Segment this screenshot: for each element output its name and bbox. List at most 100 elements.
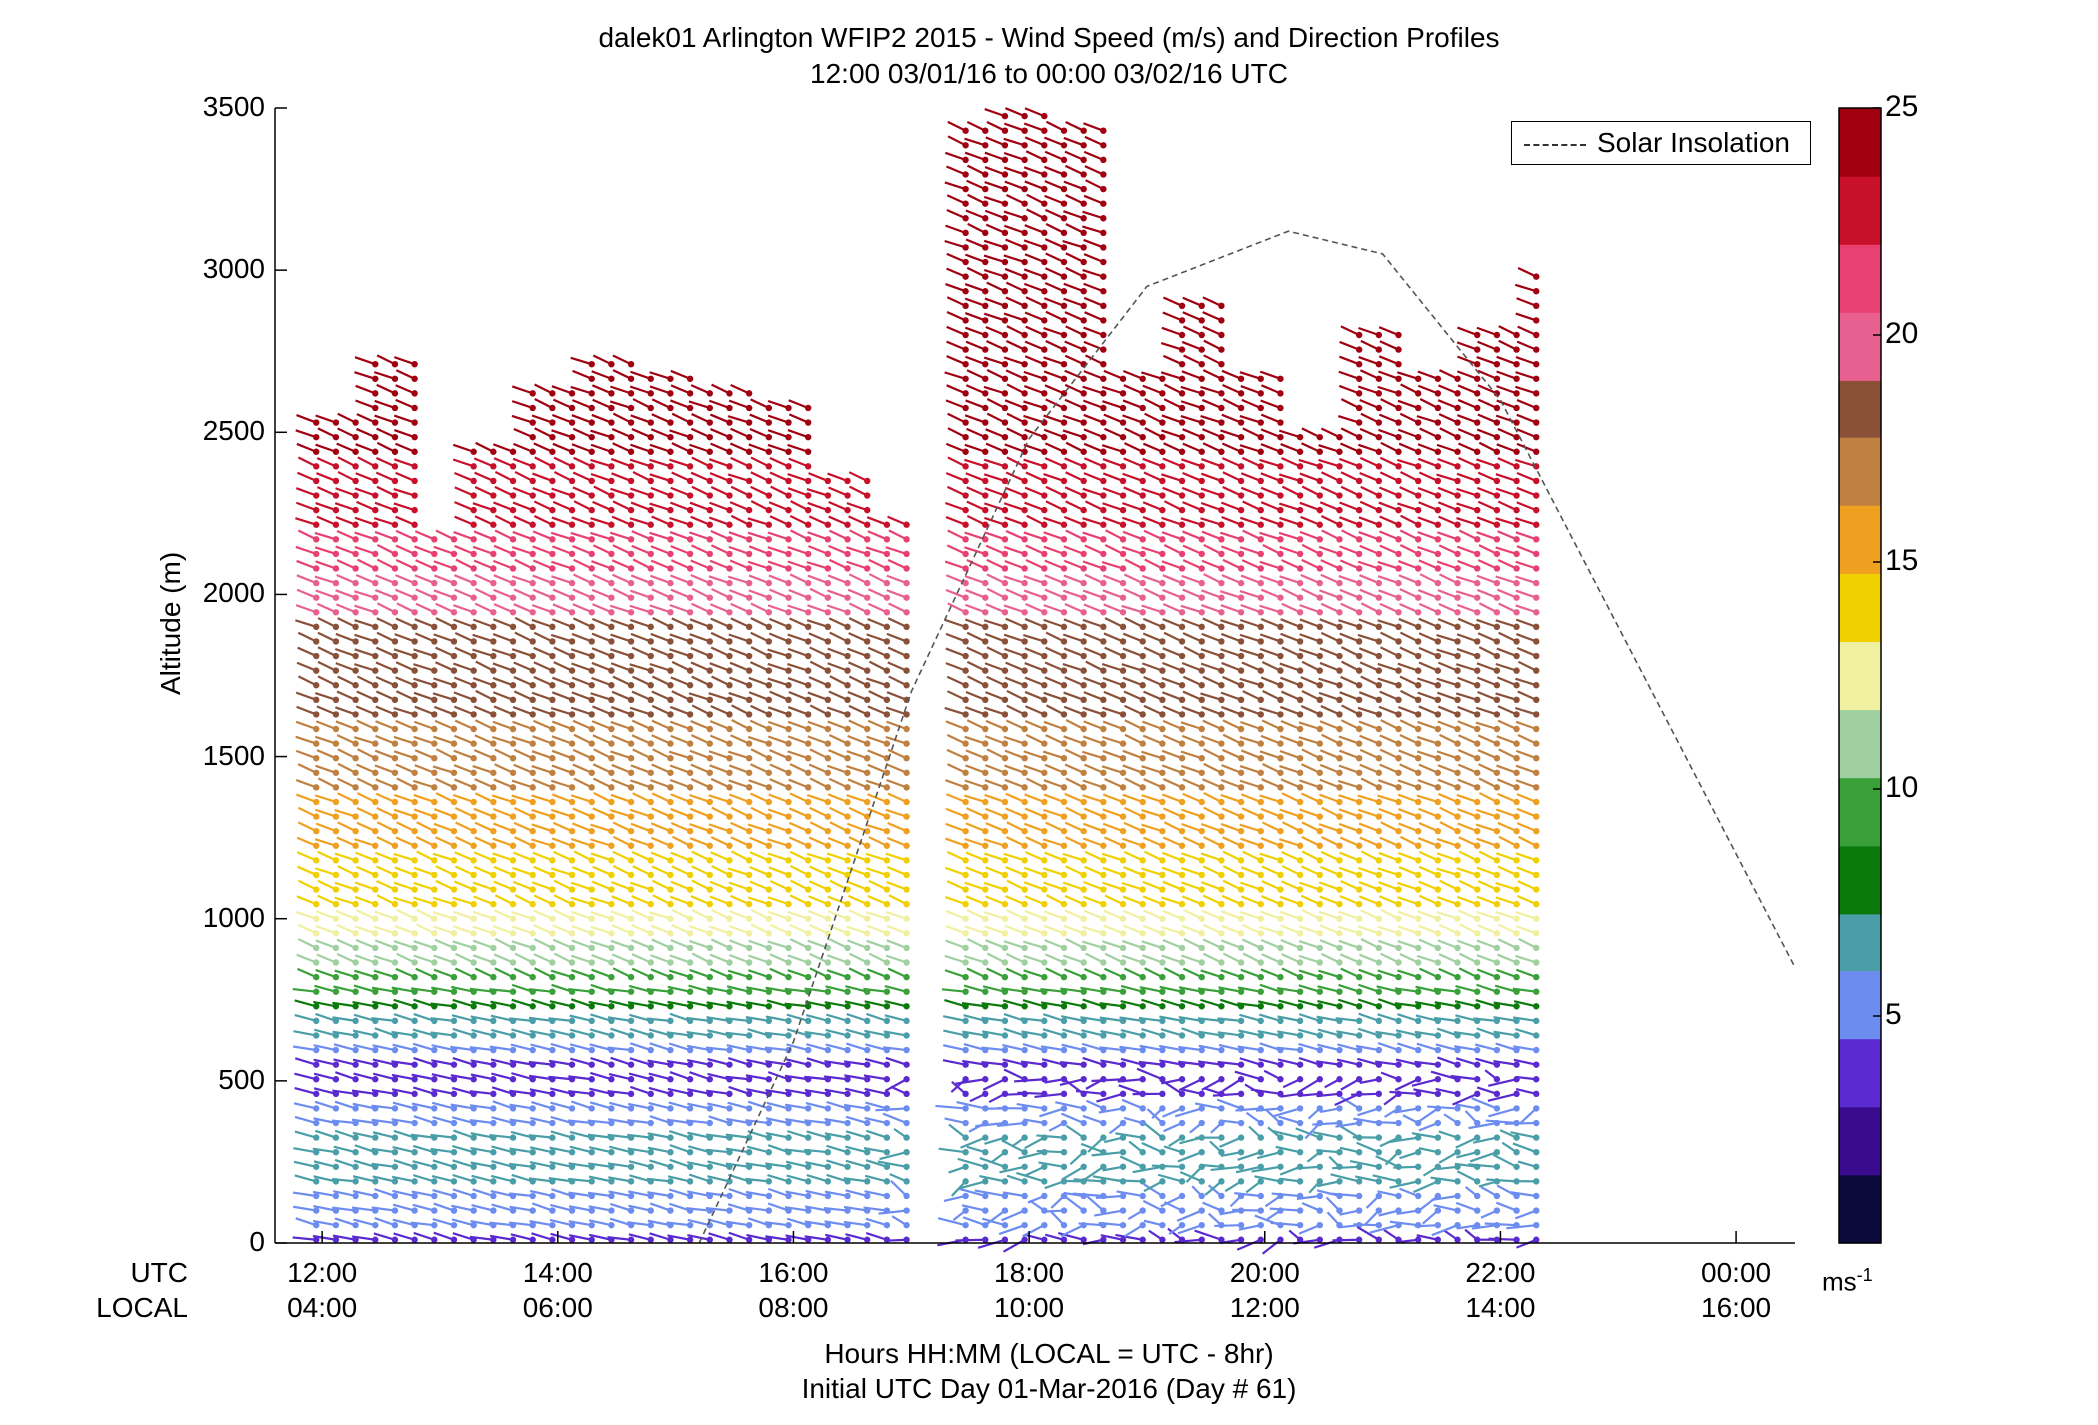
wind-barb-point xyxy=(647,827,654,835)
wind-barb-point xyxy=(765,769,773,776)
wind-barb-point xyxy=(903,521,910,528)
wind-barb xyxy=(297,456,317,468)
wind-barb-point xyxy=(509,711,517,718)
wind-barb-point xyxy=(1060,1207,1068,1214)
wind-barb xyxy=(667,985,691,993)
wind-barb xyxy=(471,1174,494,1183)
wind-barb xyxy=(863,1074,888,1081)
wind-barb xyxy=(315,720,337,731)
wind-barb xyxy=(632,558,652,570)
wind-barb xyxy=(865,1101,888,1110)
wind-barb-point xyxy=(962,740,969,747)
wind-barb xyxy=(416,850,435,862)
wind-barb xyxy=(572,471,593,482)
wind-barb-point xyxy=(1021,565,1028,572)
wind-barb xyxy=(395,661,416,672)
wind-barb xyxy=(670,676,691,687)
wind-barb-point xyxy=(1041,156,1048,164)
wind-barb-point xyxy=(1080,696,1087,704)
wind-barb-point xyxy=(1001,492,1009,499)
wind-barb xyxy=(452,443,475,453)
wind-barb xyxy=(769,923,789,935)
wind-barb-point xyxy=(490,463,497,470)
wind-barb-point xyxy=(313,419,320,426)
wind-barb-point xyxy=(745,798,753,806)
wind-barb-point xyxy=(1119,536,1127,543)
wind-barb xyxy=(1121,954,1144,964)
wind-barb xyxy=(511,925,534,935)
wind-barb xyxy=(1060,1224,1085,1238)
wind-barb xyxy=(728,647,750,658)
wind-barb xyxy=(790,500,809,512)
wind-barb-point xyxy=(470,579,477,587)
wind-barb xyxy=(1004,647,1025,658)
wind-barb xyxy=(767,1144,789,1154)
wind-barb xyxy=(1024,428,1045,439)
wind-barb xyxy=(985,866,1006,876)
wind-barb-point xyxy=(785,521,792,528)
wind-barb xyxy=(570,794,593,804)
wind-barb-point xyxy=(962,609,969,616)
wind-barb xyxy=(945,779,966,789)
wind-barb xyxy=(511,1173,534,1183)
wind-barb xyxy=(687,1088,711,1095)
wind-barb-point xyxy=(706,711,713,718)
wind-barb-point xyxy=(844,1236,851,1243)
wind-barb xyxy=(649,1042,671,1052)
wind-barb-point xyxy=(647,521,654,528)
wind-barb-point xyxy=(568,900,576,908)
wind-barb-point xyxy=(1080,857,1087,864)
wind-barb-point xyxy=(1060,1134,1068,1141)
wind-barb-point xyxy=(450,609,458,616)
wind-barb-point xyxy=(568,390,576,397)
wind-barb xyxy=(1044,180,1065,191)
wind-barb xyxy=(297,763,317,774)
wind-barb-point xyxy=(313,1061,320,1068)
wind-barb-point xyxy=(804,550,812,558)
wind-barb-point xyxy=(549,886,556,893)
wind-barb xyxy=(749,851,770,862)
wind-barb-point xyxy=(1080,1207,1087,1214)
wind-barb-point xyxy=(804,827,812,835)
wind-barb xyxy=(809,660,829,672)
wind-barb xyxy=(314,867,337,876)
wind-barb xyxy=(867,602,888,614)
wind-barb-point xyxy=(549,623,556,631)
wind-barb xyxy=(848,602,868,614)
wind-barb-point xyxy=(1060,1221,1068,1229)
wind-barb-point xyxy=(588,973,595,981)
wind-barb-point xyxy=(372,433,379,441)
wind-barb-point xyxy=(824,521,832,528)
wind-barb xyxy=(1045,340,1065,351)
wind-barb xyxy=(337,748,357,760)
wind-barb xyxy=(745,1074,770,1081)
wind-barb-point xyxy=(1021,682,1028,689)
wind-barb xyxy=(533,938,553,949)
wind-barb xyxy=(729,589,750,599)
wind-barb xyxy=(631,646,652,658)
wind-barb-point xyxy=(391,565,399,572)
wind-barb-point xyxy=(352,944,359,952)
wind-barb xyxy=(966,427,986,439)
wind-barb-point xyxy=(627,1192,635,1200)
wind-barb xyxy=(627,1147,651,1154)
wind-barb-point xyxy=(1060,682,1068,689)
wind-barb-point xyxy=(450,1105,458,1112)
wind-barb xyxy=(946,763,967,774)
wind-barb xyxy=(571,632,593,643)
wind-barb xyxy=(875,1107,907,1112)
wind-barb-point xyxy=(509,973,517,981)
wind-barb xyxy=(827,866,848,876)
wind-barb-point xyxy=(411,1236,418,1243)
wind-barb-point xyxy=(1001,857,1009,864)
wind-barb xyxy=(1064,603,1085,614)
wind-barb xyxy=(453,749,475,760)
wind-barb xyxy=(494,748,514,760)
wind-barb-point xyxy=(313,1221,320,1229)
wind-barb-point xyxy=(785,959,792,966)
wind-barb-point xyxy=(608,594,615,601)
wind-barb xyxy=(1023,954,1045,964)
wind-barb xyxy=(863,987,888,993)
wind-barb xyxy=(749,661,770,672)
wind-barb xyxy=(966,646,986,658)
